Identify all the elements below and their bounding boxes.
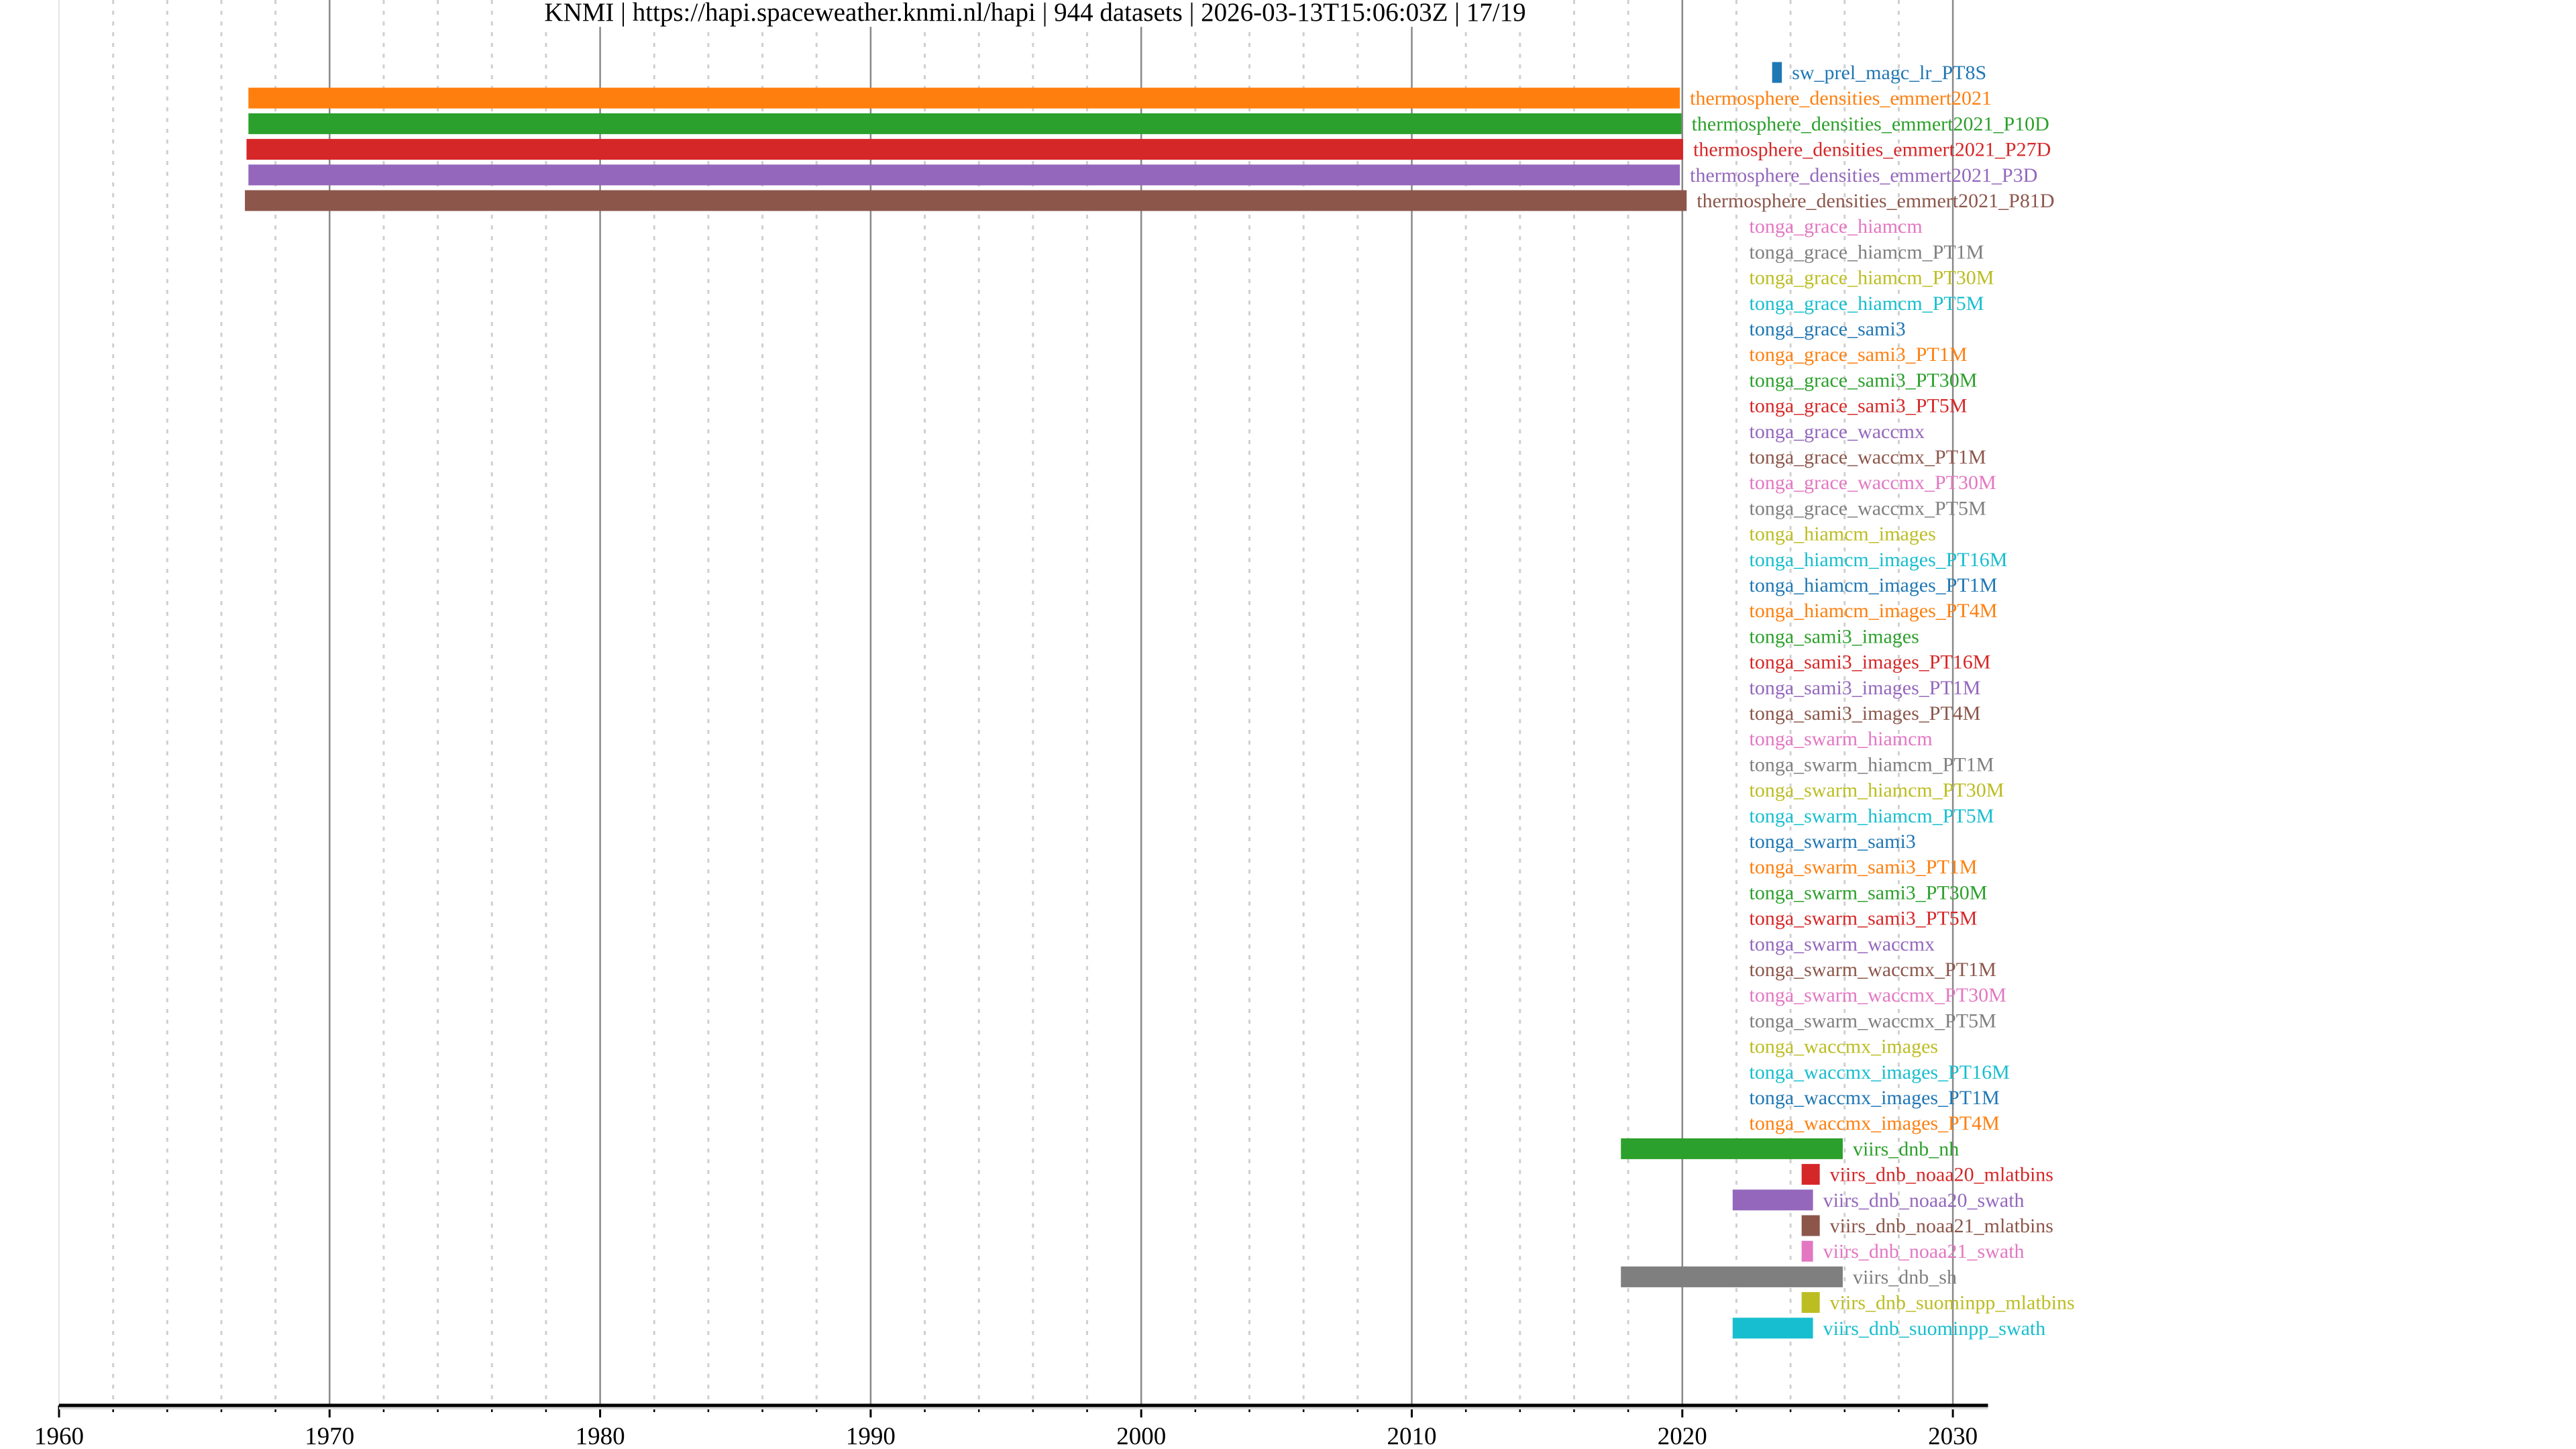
bar-label: tonga_grace_sami3_PT5M [1749,395,1967,417]
bar-label: tonga_swarm_sami3_PT5M [1749,908,1977,930]
x-tick-label: 2000 [1116,1423,1166,1449]
bar-label: tonga_swarm_sami3_PT30M [1749,881,1987,904]
bar-label: viirs_dnb_suominpp_mlatbins [1830,1292,2075,1314]
bar-viirs-dnb-noaa20-swath [1732,1189,1813,1211]
bar-label: thermosphere_densities_emmert2021_P10D [1692,113,2049,135]
grid-lines [58,0,1954,1405]
bar-label: thermosphere_densities_emmert2021_P81D [1697,190,2054,212]
chart-title-text: KNMI | https://hapi.spaceweather.knmi.nl… [541,0,1529,27]
bar-label: tonga_swarm_waccmx_PT30M [1749,984,2006,1006]
x-tick-label: 2020 [1658,1423,1707,1449]
bar-label: tonga_grace_hiamcm_PT30M [1749,267,1994,289]
x-tick-label: 1980 [576,1423,625,1449]
bar-viirs-dnb-noaa21-mlatbins [1801,1215,1820,1236]
chart-title: KNMI | https://hapi.spaceweather.knmi.nl… [0,0,2070,28]
bar-label: tonga_waccmx_images_PT16M [1749,1061,2009,1083]
bar-label: sw_prel_magc_lr_PT8S [1792,62,1986,84]
bar-label: tonga_swarm_hiamcm_PT30M [1749,780,2004,802]
bar-label: tonga_grace_waccmx_PT30M [1749,472,1996,494]
bar-label: thermosphere_densities_emmert2021_P27D [1693,139,2051,161]
bar-label: viirs_dnb_sh [1853,1266,1957,1288]
bar-label: tonga_sami3_images [1749,625,1919,647]
x-axis: 1960 1970 1980 1990 2000 2010 2020 2030 [34,1403,1988,1449]
bar-label: tonga_swarm_waccmx_PT1M [1749,959,1996,981]
bar-label: tonga_swarm_sami3 [1749,830,1915,853]
x-tick-label: 1990 [846,1423,896,1449]
bar-label: viirs_dnb_noaa21_mlatbins [1830,1215,2053,1237]
bar-label: thermosphere_densities_emmert2021 [1690,87,1992,109]
bar-viirs-dnb-sh [1621,1266,1843,1287]
x-tick-label: 2010 [1387,1423,1437,1449]
bar-label: tonga_hiamcm_images_PT16M [1749,549,2007,571]
x-tick-label: 1960 [34,1423,84,1449]
bar-thermosphere-densities-emmert2021-P3D [248,164,1680,186]
bar-label: tonga_grace_hiamcm_PT1M [1749,241,1984,263]
bar-label: thermosphere_densities_emmert2021_P3D [1690,164,2037,186]
bar-label: viirs_dnb_nh [1853,1138,1959,1160]
bar-label: tonga_grace_hiamcm_PT5M [1749,292,1984,315]
bar-label: tonga_swarm_hiamcm_PT1M [1749,753,1994,775]
bar-label: tonga_sami3_images_PT4M [1749,702,1980,724]
bar-label: tonga_grace_waccmx [1749,421,1925,443]
bar-label: tonga_grace_waccmx_PT1M [1749,446,1986,468]
bar-label: tonga_waccmx_images [1749,1036,1938,1058]
bar-label: tonga_waccmx_images_PT4M [1749,1112,1999,1134]
bar-label: tonga_grace_waccmx_PT5M [1749,497,1986,519]
bar-label: tonga_swarm_hiamcm [1749,728,1932,750]
bar-sw-prel-magc-lr-PT8S [1772,62,1782,83]
bar-label: tonga_sami3_images_PT1M [1749,677,1980,699]
bar-thermosphere-densities-emmert2021-P81D [245,190,1687,211]
bar-label: tonga_hiamcm_images_PT4M [1749,600,1997,622]
bar-label: tonga_waccmx_images_PT1M [1749,1087,1999,1109]
bars [245,62,1843,1339]
bar-thermosphere-densities-emmert2021 [248,87,1680,109]
bar-viirs-dnb-noaa20-mlatbins [1801,1164,1820,1185]
bar-thermosphere-densities-emmert2021-P27D [246,139,1684,160]
bar-label: tonga_grace_sami3_PT30M [1749,369,1977,391]
bar-label: tonga_grace_sami3_PT1M [1749,343,1967,366]
x-tick-label: 1970 [305,1423,354,1449]
bar-viirs-dnb-suominpp-swath [1732,1318,1813,1339]
bar-label: tonga_hiamcm_images_PT1M [1749,574,1997,596]
bar-label: viirs_dnb_noaa20_mlatbins [1830,1164,2053,1186]
bar-label: tonga_swarm_waccmx_PT5M [1749,1010,1996,1032]
bar-label: viirs_dnb_noaa20_swath [1823,1189,2025,1212]
bar-label: tonga_sami3_images_PT16M [1749,651,1990,674]
bar-thermosphere-densities-emmert2021-P10D [248,113,1682,134]
x-tick-label: 2030 [1928,1423,1978,1449]
bar-viirs-dnb-nh [1621,1138,1843,1159]
bar-label: tonga_swarm_hiamcm_PT5M [1749,805,1994,827]
bar-viirs-dnb-noaa21-swath [1801,1240,1813,1262]
bar-viirs-dnb-suominpp-mlatbins [1801,1292,1820,1313]
bar-labels: sw_prel_magc_lr_PT8S thermosphere_densiti… [1690,62,2075,1340]
bar-label: viirs_dnb_noaa21_swath [1823,1240,2025,1263]
bar-label: tonga_grace_hiamcm [1749,215,1922,237]
bar-label: tonga_grace_sami3 [1749,318,1905,340]
bar-label: viirs_dnb_suominpp_swath [1823,1318,2046,1340]
bar-label: tonga_swarm_sami3_PT1M [1749,856,1977,878]
bar-label: tonga_swarm_waccmx [1749,933,1935,955]
bar-label: tonga_hiamcm_images [1749,523,1935,545]
